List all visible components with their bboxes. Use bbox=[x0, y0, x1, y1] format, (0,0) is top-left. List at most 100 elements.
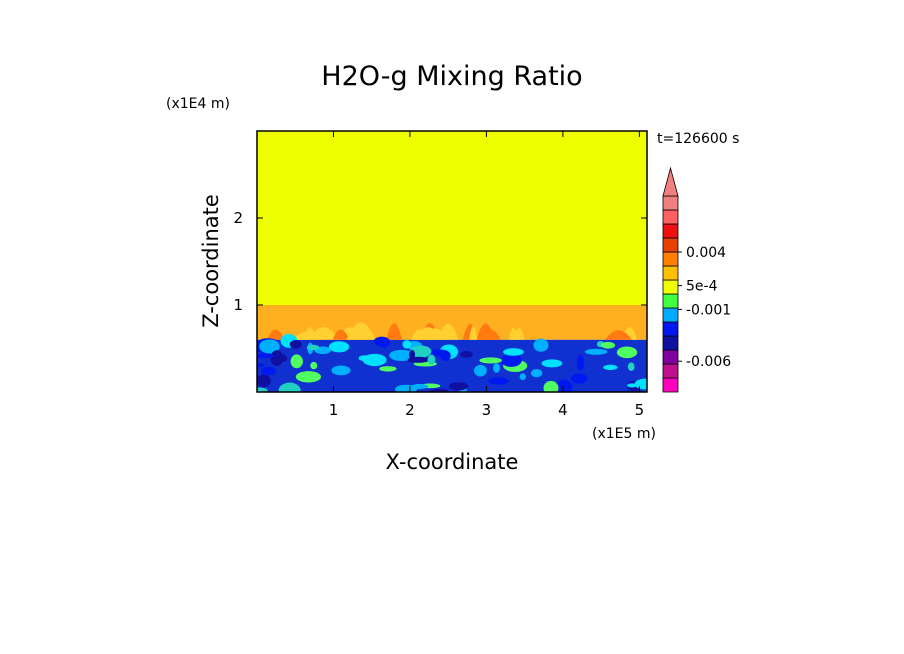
eddy bbox=[373, 336, 390, 346]
x-unit-label: (x1E5 m) bbox=[592, 426, 656, 442]
eddy bbox=[379, 366, 397, 372]
eddy bbox=[427, 354, 436, 365]
eddy bbox=[306, 344, 320, 351]
colorbar-swatch bbox=[662, 349, 679, 365]
eddy bbox=[601, 341, 616, 349]
eddy bbox=[530, 369, 543, 378]
eddy bbox=[627, 362, 635, 371]
eddy bbox=[570, 373, 588, 384]
region-upper bbox=[257, 131, 647, 305]
colorbar-swatch bbox=[662, 237, 679, 253]
colorbar-swatch bbox=[662, 195, 679, 211]
eddy bbox=[543, 380, 559, 392]
eddy bbox=[479, 357, 502, 364]
colorbar-swatch bbox=[662, 279, 679, 295]
colorbar-swatch bbox=[662, 363, 679, 379]
y-axis-ticks: 12 bbox=[233, 209, 647, 314]
eddy bbox=[310, 361, 318, 370]
x-tick-label: 2 bbox=[405, 401, 415, 419]
eddy bbox=[257, 374, 271, 388]
colorbar-overflow-arrow bbox=[662, 166, 679, 197]
y-unit-label: (x1E4 m) bbox=[166, 96, 230, 112]
eddy bbox=[429, 388, 449, 392]
eddy bbox=[409, 349, 416, 360]
y-axis-title: Z-coordinate bbox=[199, 194, 223, 328]
colorbar-swatch bbox=[662, 223, 679, 239]
plume bbox=[386, 323, 403, 340]
eddy bbox=[257, 387, 268, 392]
eddy bbox=[603, 364, 618, 371]
eddy bbox=[448, 382, 469, 391]
eddy bbox=[459, 350, 473, 358]
eddy bbox=[500, 353, 522, 367]
eddy bbox=[584, 348, 608, 355]
plume bbox=[267, 329, 285, 340]
x-tick-label: 1 bbox=[329, 401, 339, 419]
eddy bbox=[473, 364, 487, 377]
eddy bbox=[328, 341, 350, 353]
time-label: t=126600 s bbox=[657, 131, 739, 147]
eddy bbox=[627, 383, 637, 388]
contour-field bbox=[257, 131, 647, 392]
eddy bbox=[503, 348, 524, 356]
x-axis-title: X-coordinate bbox=[386, 450, 519, 474]
colorbar bbox=[662, 166, 679, 393]
plot-frame bbox=[256, 130, 648, 393]
x-tick-label: 4 bbox=[558, 401, 568, 419]
colorbar-label: 5e-4 bbox=[686, 279, 718, 295]
colorbar-swatch bbox=[662, 209, 679, 225]
eddy bbox=[395, 384, 418, 392]
eddy bbox=[389, 349, 415, 361]
eddy bbox=[488, 377, 509, 385]
eddy bbox=[295, 371, 322, 383]
x-axis-ticks: 1 2 3 4 5 bbox=[329, 131, 644, 419]
chart-title: H2O-g Mixing Ratio bbox=[321, 61, 582, 92]
eddy bbox=[257, 363, 265, 368]
colorbar-swatch bbox=[662, 293, 679, 309]
eddy bbox=[409, 345, 432, 358]
colorbar-swatch bbox=[662, 321, 679, 337]
eddy bbox=[278, 382, 301, 392]
plume bbox=[421, 328, 449, 340]
y-tick-label: 2 bbox=[233, 209, 243, 227]
colorbar-label: 0.004 bbox=[686, 245, 726, 261]
plume bbox=[293, 331, 319, 340]
eddy bbox=[257, 353, 274, 359]
eddy bbox=[261, 366, 276, 376]
eddy bbox=[541, 359, 563, 368]
plume bbox=[332, 329, 350, 340]
eddy bbox=[576, 354, 585, 371]
colorbar-swatch bbox=[662, 335, 679, 351]
eddy bbox=[533, 338, 549, 352]
colorbar-label: -0.006 bbox=[686, 354, 731, 370]
eddy bbox=[407, 356, 430, 363]
eddy bbox=[402, 340, 412, 349]
eddy bbox=[362, 353, 387, 367]
colorbar-label: -0.001 bbox=[686, 302, 731, 318]
plume bbox=[469, 325, 478, 340]
eddy bbox=[270, 350, 284, 367]
plume bbox=[513, 328, 525, 340]
y-tick-label: 1 bbox=[233, 296, 243, 314]
colorbar-labels: 0.004 5e-4 -0.001 -0.006 bbox=[678, 245, 731, 370]
plume bbox=[308, 327, 339, 340]
eddy bbox=[331, 365, 351, 376]
colorbar-swatch bbox=[662, 265, 679, 281]
eddy bbox=[493, 363, 501, 373]
plume bbox=[476, 323, 495, 340]
eddy bbox=[634, 378, 647, 390]
colorbar-swatch bbox=[662, 251, 679, 267]
colorbar-swatch bbox=[662, 307, 679, 323]
eddy bbox=[555, 379, 573, 392]
x-tick-label: 3 bbox=[482, 401, 492, 419]
plume bbox=[605, 330, 632, 340]
x-tick-label: 5 bbox=[635, 401, 645, 419]
eddy bbox=[290, 354, 303, 369]
eddy bbox=[616, 346, 638, 359]
eddy bbox=[519, 373, 526, 381]
eddy bbox=[259, 339, 280, 354]
eddy bbox=[427, 349, 450, 357]
colorbar-swatch bbox=[662, 377, 679, 393]
eddy bbox=[289, 339, 302, 350]
